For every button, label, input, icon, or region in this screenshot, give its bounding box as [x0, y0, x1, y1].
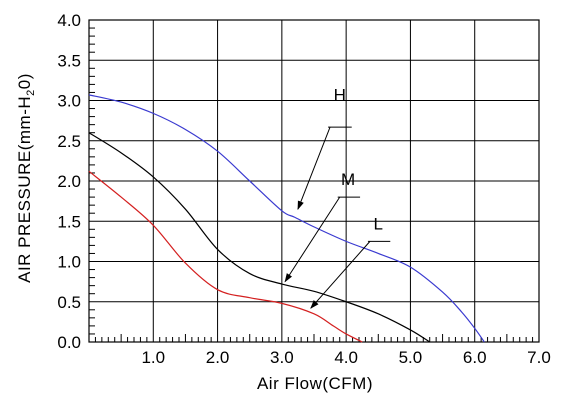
- series-line-h: [88, 94, 485, 343]
- y-tick-label: 0.5: [57, 293, 81, 312]
- curve-label-l: L: [374, 214, 383, 233]
- grid: [88, 19, 540, 343]
- y-tick-label: 2.5: [57, 132, 81, 151]
- curve-annotations: H M L: [284, 86, 391, 309]
- curve-label-h: H: [334, 86, 346, 105]
- x-tick-label: 3.0: [270, 348, 294, 367]
- x-axis-label: Air Flow(CFM): [257, 374, 373, 393]
- x-tick-label: 1.0: [141, 348, 165, 367]
- y-tick-label: 3.5: [57, 51, 81, 70]
- y-tick-label: 3.0: [57, 92, 81, 111]
- y-tick-label: 2.0: [57, 172, 81, 191]
- x-tick-label: 6.0: [463, 348, 487, 367]
- x-tick-label: 5.0: [399, 348, 423, 367]
- curve-label-arrow: [284, 196, 341, 283]
- y-axis-label: AIR PRESSURE(mm-H20): [15, 73, 37, 283]
- series-lines: [88, 94, 485, 343]
- y-tick-label: 0.0: [57, 333, 81, 352]
- x-tick-label: 4.0: [334, 348, 358, 367]
- curve-label-arrow: [310, 241, 371, 309]
- x-tick-label: 7.0: [527, 348, 551, 367]
- curve-label-arrow: [297, 126, 331, 211]
- x-tick-label: 2.0: [206, 348, 230, 367]
- minor-ticks: [89, 27, 534, 342]
- curve-label-m: M: [341, 170, 355, 189]
- tick-labels: 0.0 0.5 1.0 1.5 2.0 2.5 3.0 3.5 4.0 1.0 2.0 3.0 4.0 5…: [57, 11, 550, 367]
- y-tick-label: 1.0: [57, 253, 81, 272]
- y-tick-label: 4.0: [57, 11, 81, 30]
- series-line-m: [88, 132, 431, 343]
- series-line-l: [88, 170, 363, 343]
- y-tick-label: 1.5: [57, 212, 81, 231]
